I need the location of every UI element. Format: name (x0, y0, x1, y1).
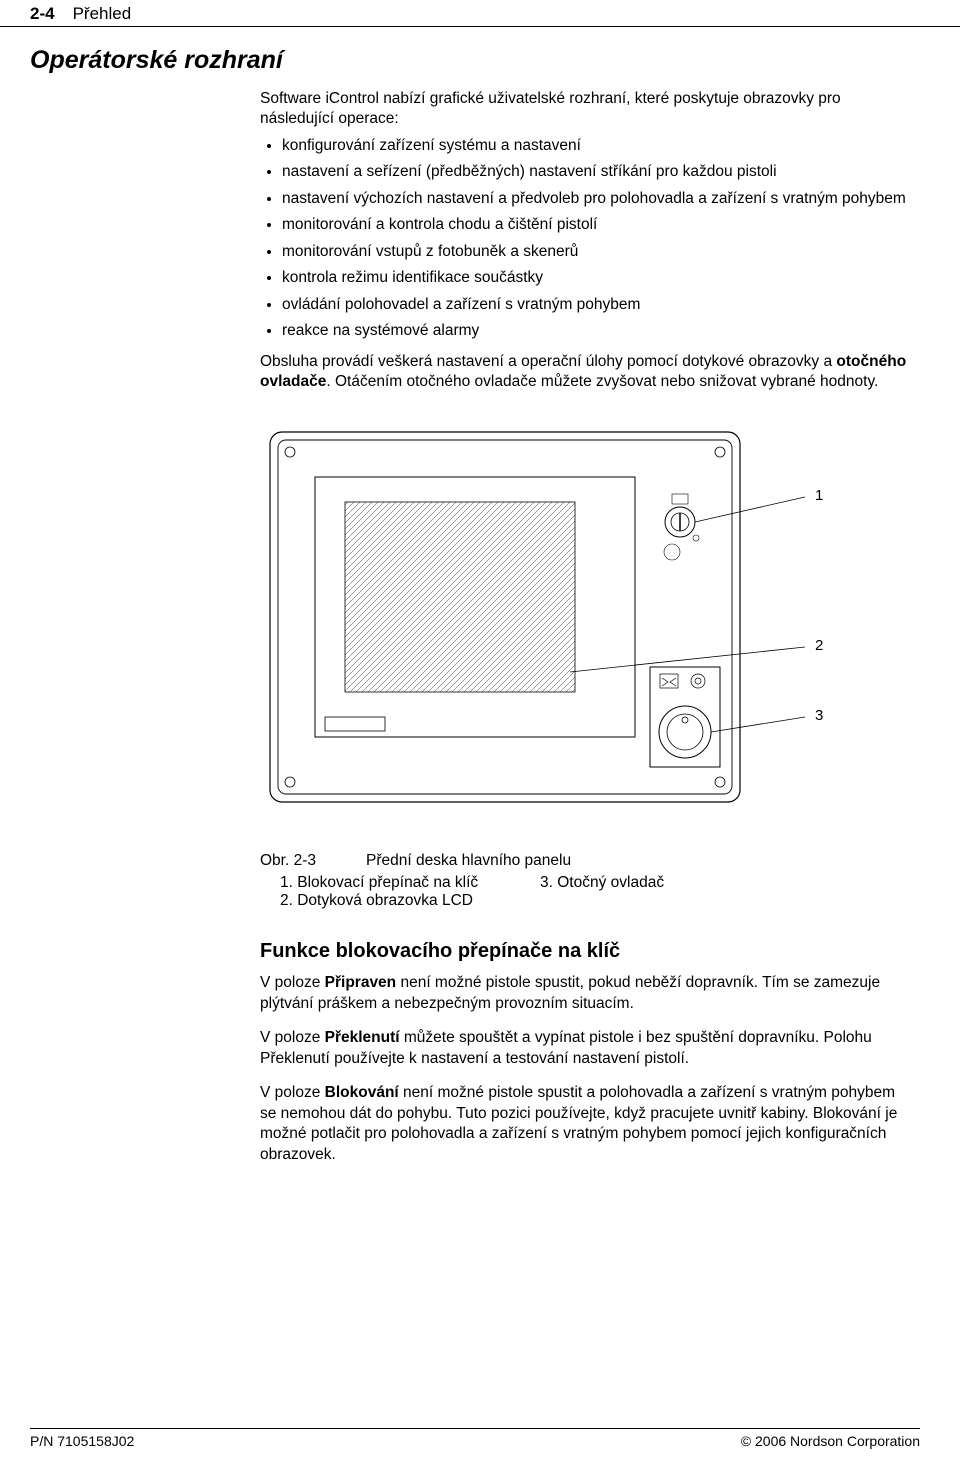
bullet-item: konfigurování zařízení systému a nastave… (282, 136, 910, 156)
bullet-list: konfigurování zařízení systému a nastave… (260, 136, 910, 342)
panel-illustration (260, 422, 820, 822)
figure-legend: 1. Blokovací přepínač na klíč 2. Dotykov… (260, 874, 910, 910)
section-heading: Funkce blokovacího přepínače na klíč (260, 940, 910, 963)
figure-caption: Obr. 2-3 Přední deska hlavního panelu (260, 852, 910, 870)
bullet-item: nastavení a seřízení (předběžných) nasta… (282, 162, 910, 182)
page-title: Operátorské rozhraní (30, 46, 920, 75)
callout-2: 2 (815, 637, 823, 654)
content: Operátorské rozhraní Software iControl n… (30, 40, 920, 1179)
figure-text: Přední deska hlavního panelu (366, 852, 571, 870)
bullet-item: monitorování a kontrola chodu a čištění … (282, 215, 910, 235)
page-header: 2-4 Přehled (0, 0, 960, 27)
part-number: P/N 7105158J02 (30, 1433, 134, 1449)
bullet-item: ovládání polohovadel a zařízení s vratný… (282, 295, 910, 315)
intro-paragraph: Software iControl nabízí grafické uživat… (260, 89, 910, 130)
post-paragraph: Obsluha provádí veškerá nastavení a oper… (260, 352, 910, 393)
legend-item: 1. Blokovací přepínač na klíč (280, 874, 540, 892)
callout-1: 1 (815, 487, 823, 504)
para-pripraven: V poloze Připraven není možné pistole sp… (260, 973, 910, 1014)
page-footer: P/N 7105158J02 © 2006 Nordson Corporatio… (30, 1428, 920, 1449)
figure-label: Obr. 2-3 (260, 852, 316, 870)
callout-3: 3 (815, 707, 823, 724)
header-section: Přehled (73, 4, 132, 24)
bullet-item: nastavení výchozích nastavení a předvole… (282, 189, 910, 209)
bullet-item: monitorování vstupů z fotobuněk a skener… (282, 242, 910, 262)
para-blokovani: V poloze Blokování není možné pistole sp… (260, 1083, 910, 1165)
bullet-item: reakce na systémové alarmy (282, 321, 910, 341)
figure: 1 2 3 (260, 422, 900, 842)
copyright: © 2006 Nordson Corporation (741, 1433, 920, 1449)
bullet-item: kontrola režimu identifikace součástky (282, 268, 910, 288)
post-para-rest: . Otáčením otočného ovladače můžete zvyš… (326, 373, 878, 390)
legend-item: 2. Dotyková obrazovka LCD (280, 892, 540, 910)
post-para-text: Obsluha provádí veškerá nastavení a oper… (260, 353, 836, 370)
para-preklenuti: V poloze Překlenutí můžete spouštět a vy… (260, 1028, 910, 1069)
legend-item: 3. Otočný ovladač (540, 874, 664, 892)
page-number: 2-4 (30, 4, 55, 24)
